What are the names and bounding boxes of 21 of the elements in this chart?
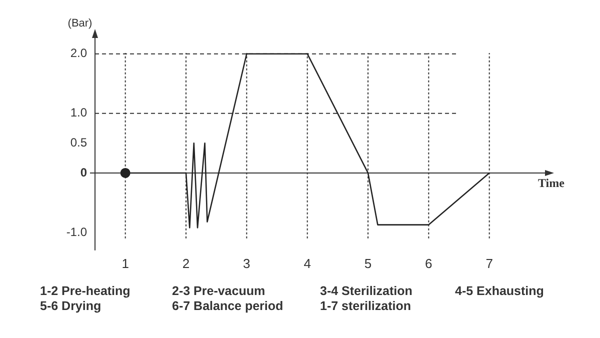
text: 3-4 Sterilization [320, 284, 414, 298]
text: 1-7 sterilization [320, 299, 412, 313]
y-axis-title: (Bar) [68, 18, 92, 30]
y-tick-label: 1.0 [70, 106, 88, 120]
y-tick-label: 2.0 [70, 46, 88, 60]
x-tick-label: 6 [425, 256, 432, 271]
text: 2-3 Pre-vacuum [172, 284, 266, 298]
x-tick-label: 7 [486, 256, 493, 271]
text: 5-6 Drying [40, 299, 102, 313]
y-tick-label: 0 [80, 165, 88, 180]
x-tick-label: 4 [304, 256, 311, 271]
text: 4-5 Exhausting [455, 284, 545, 298]
x-tick-label: 3 [243, 256, 250, 271]
y-tick-label: 0.5 [70, 136, 88, 150]
text: 6-7 Balance period [172, 299, 284, 313]
x-tick-label: 1 [122, 256, 129, 271]
x-tick-label: 2 [182, 256, 190, 271]
x-axis-title: Time [538, 176, 566, 190]
text: 1-2 Pre-heating [40, 284, 132, 298]
x-tick-label: 5 [364, 256, 372, 271]
y-tick-label: -1.0 [66, 224, 88, 239]
